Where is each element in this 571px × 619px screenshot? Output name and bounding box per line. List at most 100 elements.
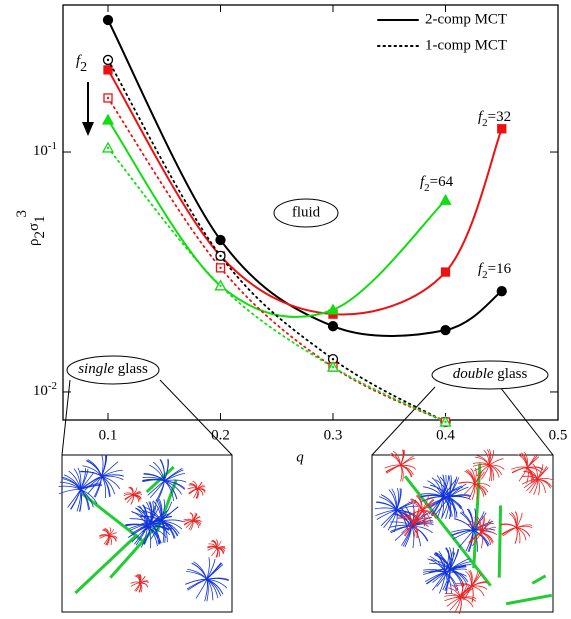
- arm: [58, 485, 81, 490]
- arm: [500, 524, 517, 528]
- arm: [448, 496, 465, 514]
- arm: [73, 468, 81, 490]
- arm: [215, 539, 218, 549]
- arm: [140, 526, 148, 548]
- arm: [206, 578, 219, 599]
- bond: [74, 533, 139, 595]
- arm: [458, 597, 462, 614]
- arm: [186, 571, 208, 580]
- arm: [68, 470, 81, 490]
- arm: [400, 465, 403, 482]
- arm: [396, 505, 419, 511]
- arm: [516, 527, 527, 541]
- arm: [206, 577, 229, 581]
- arm: [514, 527, 518, 544]
- arm: [101, 476, 107, 499]
- arm: [380, 494, 398, 511]
- arm: [387, 510, 398, 531]
- arm: [396, 488, 402, 511]
- arm: [412, 522, 418, 539]
- arm: [411, 521, 434, 527]
- annotation: f2=16: [478, 261, 512, 280]
- arm: [449, 597, 461, 611]
- arm: [527, 467, 543, 474]
- label-bubble: [273, 198, 339, 228]
- bond: [505, 593, 553, 606]
- arm: [164, 479, 187, 483]
- arm: [446, 547, 451, 570]
- arm: [451, 584, 461, 598]
- arm: [455, 582, 472, 587]
- connector: [61, 379, 71, 456]
- text-part: single: [78, 361, 114, 377]
- arm: [422, 486, 443, 497]
- connector: [159, 379, 233, 456]
- arm: [192, 513, 197, 522]
- arm: [411, 516, 432, 527]
- arm: [472, 511, 485, 531]
- arm: [442, 496, 462, 510]
- bond: [531, 574, 547, 585]
- marker-dot: [106, 96, 110, 100]
- text-part: 10: [33, 143, 48, 159]
- bond: [472, 463, 482, 569]
- arm: [196, 486, 206, 490]
- arm: [467, 469, 475, 485]
- legend-label: 1-comp MCT: [425, 37, 507, 53]
- arm: [134, 583, 140, 592]
- arm: [472, 521, 494, 531]
- arm: [471, 572, 481, 587]
- text-part: 2: [424, 182, 430, 194]
- arm: [80, 470, 102, 477]
- arm: [436, 496, 444, 519]
- marker-dot: [106, 58, 110, 62]
- arm: [514, 511, 518, 528]
- arm: [87, 459, 103, 477]
- y-tick-label: 10-1: [33, 140, 57, 160]
- arm: [374, 507, 397, 511]
- arm: [192, 520, 202, 525]
- arm: [108, 528, 114, 537]
- marker-dot: [106, 146, 110, 150]
- arm: [149, 520, 162, 541]
- text-part: 2: [482, 269, 488, 281]
- text-part: 1: [32, 215, 48, 223]
- arm: [523, 451, 528, 468]
- region-label: single glass: [78, 361, 148, 377]
- y-tick-label: 10-2: [33, 379, 57, 399]
- arm: [412, 510, 423, 524]
- arm: [472, 462, 490, 466]
- arm: [458, 481, 475, 485]
- arm: [476, 516, 482, 533]
- x-tick-label: 0.1: [99, 427, 118, 443]
- bond: [403, 475, 492, 587]
- arm: [398, 515, 414, 523]
- text-part: 3: [14, 210, 30, 218]
- arm: [391, 488, 398, 511]
- arm: [183, 518, 193, 522]
- arm: [131, 510, 148, 527]
- arm: [468, 531, 482, 543]
- arm: [161, 520, 183, 530]
- text-part: -2: [48, 379, 57, 391]
- arm: [488, 465, 493, 482]
- arm: [468, 570, 473, 587]
- arm: [195, 579, 208, 599]
- text-part: ρ: [26, 239, 42, 247]
- arm: [480, 532, 483, 549]
- plot-frame: [62, 4, 559, 421]
- arm: [400, 465, 413, 477]
- arm: [439, 476, 450, 498]
- arm: [410, 499, 423, 511]
- arm: [149, 501, 153, 524]
- x-tick-label: 0.5: [549, 427, 568, 443]
- arm: [469, 520, 482, 533]
- marker: [103, 65, 113, 75]
- arm: [474, 483, 491, 487]
- arm: [206, 562, 222, 580]
- y-axis-label: ρ2σ13: [14, 210, 48, 246]
- arm: [101, 454, 107, 477]
- arm: [400, 464, 417, 470]
- arm: [526, 467, 529, 484]
